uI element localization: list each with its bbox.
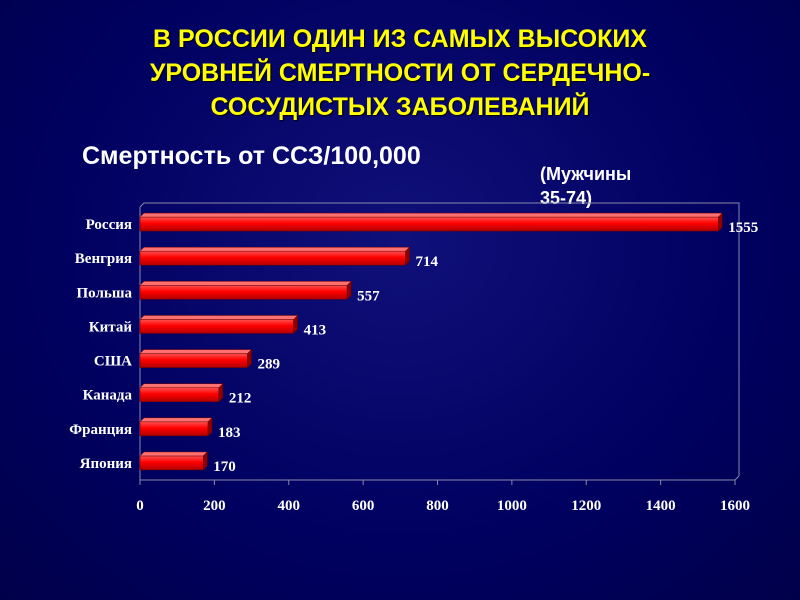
category-label: Китай [89, 319, 133, 335]
bar-side-face [293, 314, 298, 335]
x-tick-label: 1000 [497, 498, 527, 514]
category-label: Россия [86, 217, 132, 233]
data-label: 557 [357, 288, 380, 304]
bar-top-face [139, 383, 224, 388]
category-label: Канада [83, 388, 133, 404]
bar-side-face [405, 246, 410, 266]
x-tick-label: 1600 [720, 498, 750, 514]
data-label: 413 [304, 322, 327, 338]
bar-top-face [139, 281, 352, 286]
x-tick-label: 200 [203, 498, 226, 514]
bar-side-face [207, 417, 213, 437]
category-label: Венгрия [75, 251, 132, 267]
x-axis-ticks: 0 200 400 600 800 1000 1200 1400 1600 [136, 480, 750, 514]
x-axis-depth-line [734, 475, 740, 481]
data-label: 289 [257, 357, 280, 373]
slide-title: В РОССИИ ОДИН ИЗ САМЫХ ВЫСОКИХ УРОВНЕЙ С… [149, 25, 651, 121]
x-tick-label: 0 [136, 498, 144, 514]
bar-top-face [139, 349, 253, 354]
data-label: 170 [213, 459, 236, 475]
chart-title: Смертность от ССЗ/100,000 [82, 142, 421, 170]
bar [139, 421, 209, 437]
category-labels: Россия Венгрия Польша Китай США Канада Франция… [69, 217, 132, 472]
bar-top-face [139, 451, 208, 457]
category-label: Япония [80, 456, 132, 472]
category-label: Польша [77, 285, 133, 301]
data-label: 212 [229, 391, 252, 407]
bar-side-face [247, 348, 252, 369]
data-label: 714 [416, 254, 439, 270]
x-tick-label: 800 [426, 498, 449, 514]
bar [139, 387, 220, 402]
x-tick-label: 1200 [571, 498, 601, 514]
bar [139, 455, 204, 471]
category-label: США [94, 354, 132, 370]
bar-side-face [718, 212, 723, 232]
bar-top-face [139, 212, 723, 218]
category-label: Франция [69, 422, 132, 438]
x-tick-label: 600 [352, 498, 375, 514]
bar-top-face [139, 246, 411, 252]
x-tick-label: 400 [278, 498, 301, 514]
value-labels: 1555 714 557 413 289 212 183 170 [213, 220, 758, 475]
bar [139, 319, 294, 334]
data-label: 183 [218, 425, 241, 441]
plot-back-wall [139, 202, 740, 476]
bar [139, 353, 248, 368]
x-tick-label: 1400 [646, 498, 676, 514]
bars-group [139, 212, 723, 471]
bar [139, 216, 719, 232]
bar-side-face [346, 280, 352, 300]
bar-top-face [139, 417, 213, 423]
data-label: 1555 [728, 220, 758, 236]
bar [139, 250, 406, 266]
bar-side-face [202, 451, 208, 471]
bar-side-face [218, 383, 224, 403]
bar-top-face [139, 315, 299, 320]
bar [139, 285, 348, 300]
